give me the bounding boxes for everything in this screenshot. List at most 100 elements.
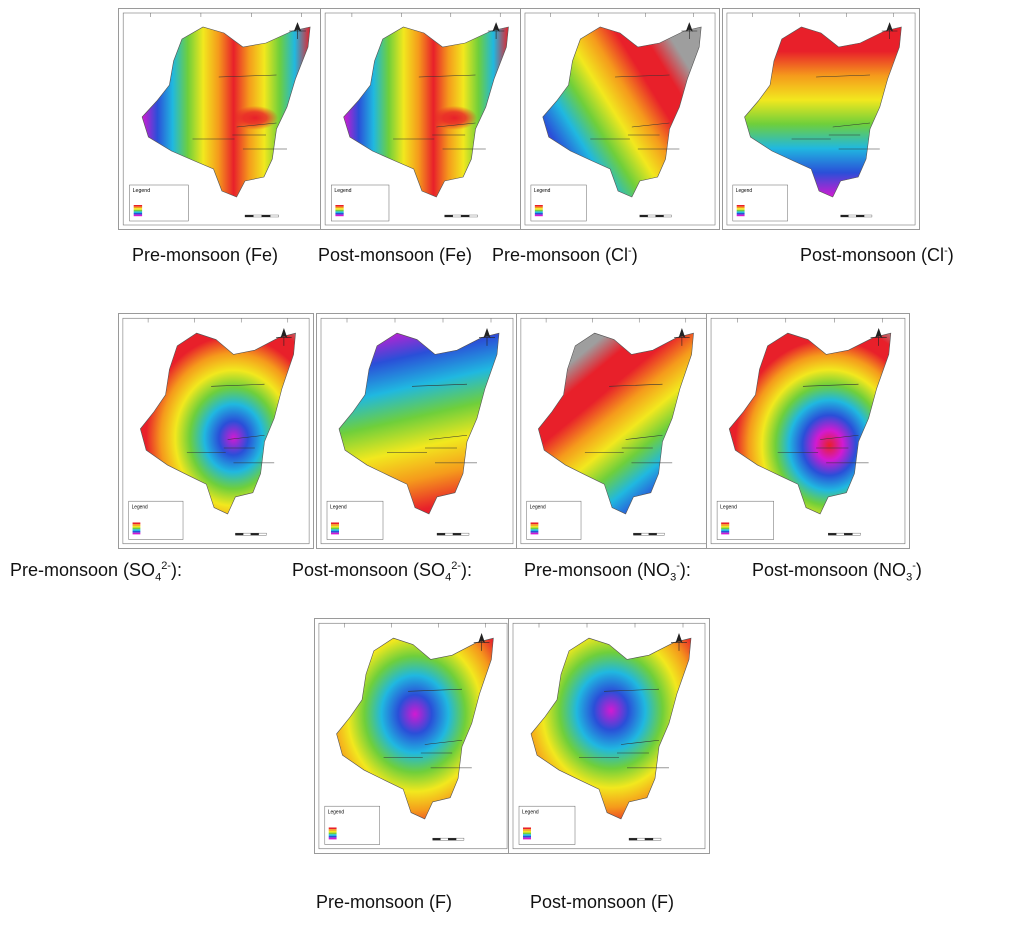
legend-swatch: [133, 205, 143, 207]
north-arrow-icon: [473, 632, 490, 651]
legend-title: Legend: [530, 504, 546, 510]
map-frame: [524, 12, 716, 226]
map-frame: [320, 317, 514, 545]
legend-title: Legend: [328, 809, 344, 815]
legend-swatch: [133, 206, 143, 209]
map-panel-1: Legend: [118, 8, 330, 230]
sample-label-line: [418, 74, 476, 78]
sample-label-line: [625, 434, 663, 440]
legend-swatch: [328, 835, 337, 838]
map-frame: [122, 317, 310, 545]
caption-7: Pre-monsoon (NO3-):: [524, 560, 691, 584]
caption-3: Pre-monsoon (Cl-): [492, 245, 638, 265]
legend-swatch: [736, 214, 745, 217]
legend-swatch: [721, 529, 730, 531]
legend-swatch: [133, 208, 143, 210]
legend-swatch: [132, 530, 141, 533]
map-svg: Legend: [520, 317, 708, 545]
map-frame: [512, 622, 706, 850]
map-frame: [318, 622, 508, 850]
legend-swatch: [721, 532, 730, 535]
scale-bar: [244, 214, 279, 218]
map-panel-7: Legend: [516, 313, 712, 549]
legend-swatch: [530, 532, 539, 535]
sample-label-line: [424, 739, 463, 745]
legend-swatch: [331, 527, 339, 530]
scale-bar: [235, 532, 267, 536]
legend-swatch: [335, 213, 344, 215]
legend-swatch: [736, 208, 745, 210]
map-frame: [710, 317, 906, 545]
caption-9: Pre-monsoon (F): [316, 892, 453, 912]
sample-label-line: [211, 383, 265, 387]
legend-title: Legend: [522, 810, 539, 816]
legend-title: Legend: [736, 188, 753, 194]
hotspot: [231, 105, 279, 130]
map-panel-6: Legend: [316, 313, 518, 549]
caption-4: Post-monsoon (Cl-): [800, 245, 954, 265]
legend-swatch: [736, 205, 745, 207]
scale-bar: [444, 214, 478, 218]
legend-title: Legend: [133, 188, 151, 194]
legend-swatch: [534, 205, 543, 207]
north-arrow-icon: [881, 22, 898, 39]
map-panel-4: Legend: [722, 8, 920, 230]
map-svg: Legend: [318, 622, 508, 850]
legend-swatch: [534, 214, 543, 217]
legend-title: Legend: [534, 188, 551, 194]
legend-swatch: [335, 208, 344, 210]
legend-swatch: [132, 524, 141, 526]
legend-swatch: [530, 522, 539, 525]
legend-swatch: [534, 209, 543, 212]
legend-swatch: [721, 522, 730, 525]
north-arrow-icon: [276, 327, 292, 346]
legend-swatch: [328, 837, 337, 840]
map-svg: Legend: [726, 12, 916, 226]
legend-swatch: [530, 524, 539, 526]
legend-swatch: [335, 209, 344, 212]
legend-swatch: [132, 525, 141, 528]
legend-swatch: [331, 530, 339, 533]
scale-bar: [828, 532, 861, 536]
sample-label-line: [615, 74, 670, 78]
map-panel-10: Legend: [508, 618, 710, 854]
scale-bar: [840, 214, 873, 218]
sample-label-line: [816, 74, 871, 78]
sample-label-line: [603, 688, 660, 692]
legend-swatch: [133, 211, 143, 213]
north-arrow-icon: [671, 632, 687, 651]
legend-title: Legend: [132, 504, 148, 510]
sample-label-line: [436, 122, 476, 128]
map-svg: Legend: [710, 317, 906, 545]
legend-swatch: [534, 208, 543, 210]
caption-8: Post-monsoon (NO3-): [752, 560, 922, 584]
legend-swatch: [133, 214, 143, 217]
sample-label-line: [820, 434, 859, 440]
legend-swatch: [530, 529, 539, 531]
legend-title: Legend: [334, 188, 351, 194]
north-arrow-icon: [870, 327, 887, 346]
map-svg: Legend: [320, 317, 514, 545]
study-area-shape: [336, 637, 494, 820]
legend-title: Legend: [720, 505, 737, 511]
legend-swatch: [736, 213, 745, 215]
study-area-shape: [141, 26, 311, 198]
legend-swatch: [534, 213, 543, 215]
legend-swatch: [721, 524, 730, 526]
study-area-shape: [538, 332, 694, 515]
legend-swatch: [530, 525, 539, 528]
map-panel-5: Legend: [118, 313, 314, 549]
legend-swatch: [328, 834, 337, 836]
scale-bar: [436, 532, 470, 536]
legend-swatch: [133, 209, 143, 212]
sample-label-line: [428, 434, 468, 440]
legend-swatch: [523, 835, 531, 838]
sample-label-line: [218, 74, 277, 78]
sample-label-line: [802, 383, 859, 387]
legend-swatch: [331, 529, 339, 531]
legend-swatch: [328, 829, 337, 831]
legend-swatch: [534, 211, 543, 213]
legend-swatch: [721, 530, 730, 533]
map-svg: Legend: [324, 12, 524, 226]
north-arrow-icon: [681, 22, 698, 39]
